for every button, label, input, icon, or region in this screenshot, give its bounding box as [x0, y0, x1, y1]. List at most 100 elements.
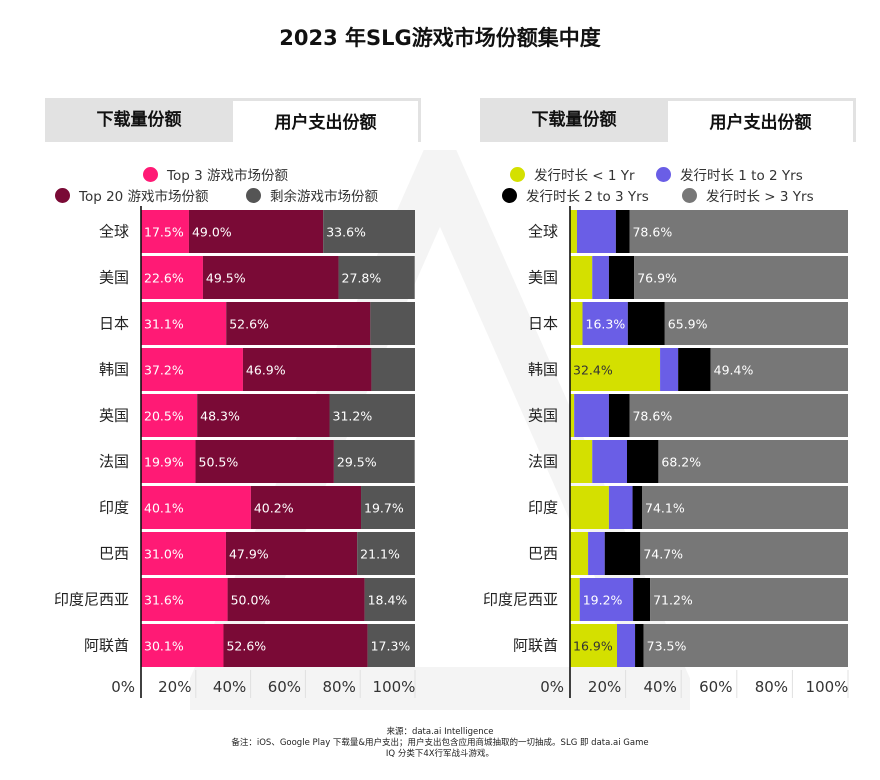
- data-label: 37.2%: [144, 363, 184, 378]
- category-label: 印度: [99, 499, 129, 517]
- bar-segment: [188, 210, 324, 253]
- bar-segment: [227, 578, 365, 621]
- data-label: 16.9%: [573, 639, 613, 654]
- bar-segment: [357, 532, 415, 575]
- bar-segment: [250, 486, 362, 529]
- bar-segment: [195, 440, 334, 483]
- data-label: 76.9%: [637, 271, 677, 286]
- x-tick-label: 20%: [158, 678, 191, 696]
- right-tab-downloads[interactable]: 下载量份额: [480, 98, 668, 142]
- bar-segment: [364, 578, 415, 621]
- bar-segment: [361, 486, 415, 529]
- legend-label-lt1: 发行时长 < 1 Yr: [534, 168, 635, 184]
- data-label: 73.5%: [647, 639, 687, 654]
- legend-item-gt3: 发行时长 > 3 Yrs: [682, 185, 814, 205]
- left-tab-downloads[interactable]: 下载量份额: [45, 98, 233, 142]
- legend-dot-top3: [143, 166, 158, 182]
- bar-segment: [371, 348, 415, 391]
- bar-segment: [576, 210, 616, 253]
- page-title: 2023 年SLG游戏市场份额集中度: [279, 26, 601, 50]
- category-label: 日本: [528, 315, 558, 333]
- category-label: 巴西: [99, 545, 129, 563]
- data-label: 29.5%: [337, 455, 377, 470]
- category-label: 英国: [528, 407, 558, 425]
- bar-segment: [141, 532, 226, 575]
- bar-segment: [633, 578, 651, 621]
- x-tick-label: 0%: [540, 678, 564, 696]
- data-label: 68.2%: [661, 455, 701, 470]
- legend-item-lt1: 发行时长 < 1 Yr: [510, 164, 635, 184]
- bar-segment: [226, 302, 371, 345]
- category-label: 巴西: [528, 545, 558, 563]
- bar-segment: [570, 256, 593, 299]
- bar-segment: [626, 440, 659, 483]
- bar-segment: [141, 440, 196, 483]
- legend-dot-top20: [55, 187, 70, 203]
- data-label: 19.9%: [144, 455, 184, 470]
- legend-label-gt3: 发行时长 > 3 Yrs: [706, 189, 814, 205]
- bar-segment: [642, 486, 848, 529]
- bar-segment: [608, 394, 630, 437]
- data-label: 40.2%: [254, 501, 294, 516]
- category-label: 阿联酋: [84, 637, 129, 655]
- data-label: 49.5%: [206, 271, 246, 286]
- legend-dot-1to2: [656, 166, 671, 182]
- data-label: 48.3%: [200, 409, 240, 424]
- data-label: 65.9%: [668, 317, 708, 332]
- data-label: 46.9%: [246, 363, 286, 378]
- legend-item-1to2: 发行时长 1 to 2 Yrs: [656, 164, 803, 184]
- category-label: 美国: [99, 269, 129, 287]
- category-label: 法国: [528, 453, 558, 471]
- data-label: 49.0%: [192, 225, 232, 240]
- x-tick-label: 20%: [588, 678, 621, 696]
- legend-item-rest: 剩余游戏市场份额: [246, 185, 378, 205]
- left-tab-spending[interactable]: 用户支出份额: [233, 98, 421, 142]
- bar-segment: [338, 256, 415, 299]
- legend-dot-lt1: [510, 166, 525, 182]
- data-label: 22.6%: [144, 271, 184, 286]
- bar-segment: [141, 256, 203, 299]
- bar-segment: [570, 302, 583, 345]
- bar-segment: [570, 624, 617, 667]
- bar-segment: [678, 348, 711, 391]
- legend-dot-rest: [246, 187, 261, 203]
- bar-segment: [608, 256, 635, 299]
- data-label: 17.5%: [144, 225, 184, 240]
- bar-segment: [570, 486, 609, 529]
- bar-segment: [592, 256, 609, 299]
- footnote-note: 备注：iOS、Google Play 下载量&用户支出；用户支出包含应用商城抽取…: [231, 738, 649, 748]
- bar-segment: [225, 532, 358, 575]
- left-tab-bar: 下载量份额 用户支出份额: [45, 98, 421, 142]
- bar-segment: [640, 532, 848, 575]
- bar-segment: [141, 302, 227, 345]
- bar-segment: [323, 210, 415, 253]
- category-label: 印度: [528, 499, 558, 517]
- x-tick-label: 40%: [213, 678, 246, 696]
- x-tick-label: 100%: [806, 678, 849, 696]
- data-label: 20.5%: [144, 409, 184, 424]
- bar-segment: [658, 440, 848, 483]
- bar-segment: [608, 486, 633, 529]
- category-label: 日本: [99, 315, 129, 333]
- bar-segment: [141, 394, 198, 437]
- data-label: 78.6%: [632, 225, 672, 240]
- data-label: 71.2%: [653, 593, 693, 608]
- bar-segment: [202, 256, 339, 299]
- bar-segment: [660, 348, 679, 391]
- right-tab-spending[interactable]: 用户支出份额: [668, 98, 856, 142]
- category-label: 全球: [528, 223, 558, 241]
- bar-segment: [634, 256, 848, 299]
- bar-segment: [579, 578, 634, 621]
- data-label: 18.4%: [368, 593, 408, 608]
- category-label: 美国: [528, 269, 558, 287]
- bar-segment: [333, 440, 415, 483]
- data-label: 17.3%: [371, 639, 411, 654]
- data-label: 49.4%: [714, 363, 754, 378]
- bar-segment: [643, 624, 848, 667]
- legend-item-2to3: 发行时长 2 to 3 Yrs: [502, 185, 649, 205]
- data-label: 19.2%: [583, 593, 623, 608]
- data-label: 40.1%: [144, 501, 184, 516]
- x-tick-label: 60%: [699, 678, 732, 696]
- data-label: 52.6%: [226, 639, 266, 654]
- bar-segment: [627, 302, 665, 345]
